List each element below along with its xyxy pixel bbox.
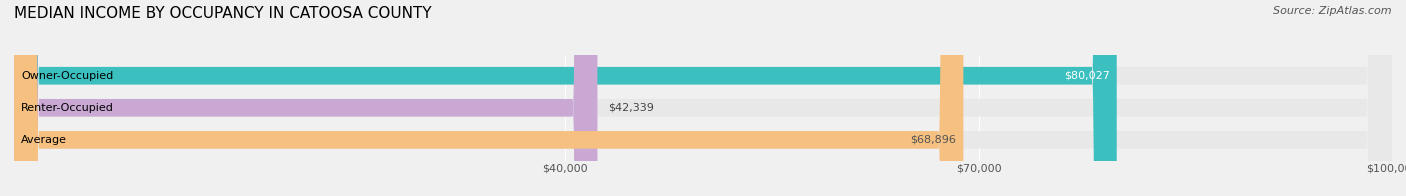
FancyBboxPatch shape (14, 0, 1116, 196)
Text: $80,027: $80,027 (1064, 71, 1109, 81)
FancyBboxPatch shape (14, 0, 1392, 196)
Text: $42,339: $42,339 (609, 103, 654, 113)
Text: Owner-Occupied: Owner-Occupied (21, 71, 114, 81)
FancyBboxPatch shape (14, 0, 1392, 196)
FancyBboxPatch shape (14, 0, 963, 196)
Text: MEDIAN INCOME BY OCCUPANCY IN CATOOSA COUNTY: MEDIAN INCOME BY OCCUPANCY IN CATOOSA CO… (14, 6, 432, 21)
FancyBboxPatch shape (14, 0, 598, 196)
Text: $68,896: $68,896 (911, 135, 956, 145)
Text: Renter-Occupied: Renter-Occupied (21, 103, 114, 113)
Text: Source: ZipAtlas.com: Source: ZipAtlas.com (1274, 6, 1392, 16)
FancyBboxPatch shape (14, 0, 1392, 196)
Text: Average: Average (21, 135, 67, 145)
